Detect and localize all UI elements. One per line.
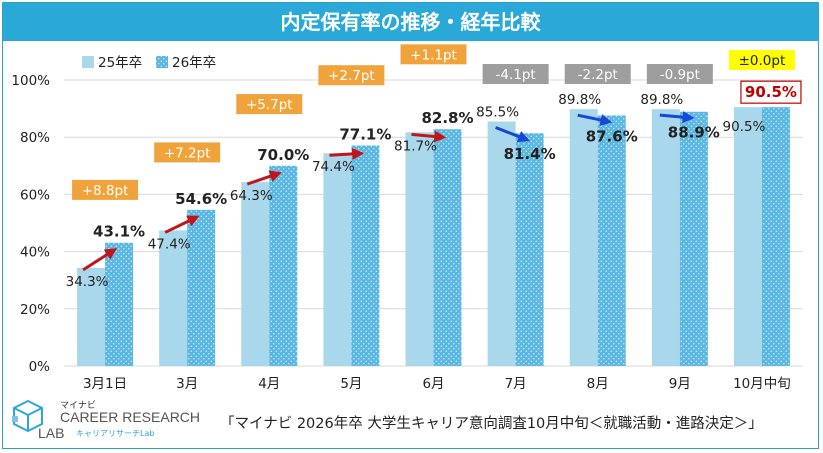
value-label-25: 90.5%: [722, 119, 765, 135]
x-tick-label: 3月1日: [83, 376, 127, 392]
bar-25: [487, 121, 516, 366]
x-tick-label: 4月: [258, 376, 280, 392]
difference-badge: [236, 94, 303, 115]
logo-main-text: CAREER RESEARCH: [60, 409, 200, 425]
difference-label: +8.8pt: [82, 183, 129, 199]
logo-top-text: マイナビ: [60, 400, 96, 410]
up-arrow-icon: [82, 248, 118, 272]
value-label-26: 43.1%: [93, 223, 145, 241]
difference-badge: [564, 64, 631, 84]
bar-26: [679, 111, 708, 366]
y-tick-label: 0%: [29, 359, 51, 375]
cube-logo-icon: [12, 399, 43, 433]
up-arrow-icon: [329, 147, 365, 160]
value-label-26: 90.5%: [745, 83, 797, 101]
down-arrow-icon: [577, 113, 613, 126]
bar-25: [159, 230, 188, 366]
value-label-25: 34.3%: [66, 274, 109, 290]
y-tick-label: 100%: [11, 73, 50, 89]
value-label-26: 70.0%: [257, 146, 309, 164]
x-tick-label: 8月: [587, 376, 609, 392]
x-tick-label: 6月: [422, 376, 444, 392]
value-label-25: 89.8%: [640, 92, 683, 108]
difference-label: ±0.0pt: [739, 53, 786, 69]
difference-label: -0.9pt: [660, 67, 700, 83]
career-research-lab-logo: マイナビ CAREER RESEARCH LAB キャリアリサーチLab: [12, 399, 200, 441]
difference-badge: [318, 65, 385, 86]
y-tick-label: 80%: [20, 130, 50, 146]
logo-lab-text: LAB: [38, 425, 64, 441]
bar-26: [597, 115, 626, 367]
value-label-26: 87.6%: [586, 127, 638, 145]
bar-25: [733, 107, 762, 367]
value-label-26: 82.8%: [421, 109, 473, 127]
bar-26: [351, 145, 380, 366]
value-label-26: 77.1%: [339, 125, 391, 143]
highlight-box: [740, 80, 802, 104]
bar-25: [77, 267, 106, 366]
x-tick-label: 7月: [505, 376, 527, 392]
x-tick-label: 5月: [340, 376, 362, 392]
bar-25: [241, 182, 270, 366]
up-arrow-icon: [164, 215, 200, 234]
bar-26: [187, 209, 216, 366]
bar-25: [405, 132, 434, 366]
y-tick-label: 40%: [20, 245, 50, 261]
x-tick-label: 9月: [669, 376, 691, 392]
difference-badge: [728, 50, 795, 70]
bar-25: [569, 109, 598, 366]
bar-26: [515, 133, 544, 366]
bar-26: [433, 129, 462, 366]
value-label-25: 74.4%: [312, 159, 355, 175]
y-tick-label: 20%: [20, 302, 50, 318]
value-label-25: 47.4%: [148, 236, 191, 252]
legend-label-26: 26年卒: [172, 55, 216, 71]
bar-25: [323, 153, 352, 366]
bar-26: [105, 242, 134, 366]
bar-25: [651, 109, 680, 366]
difference-label: +5.7pt: [246, 97, 293, 113]
down-arrow-icon: [495, 126, 531, 143]
difference-badge: [482, 64, 549, 84]
value-label-26: 81.4%: [504, 145, 556, 163]
difference-label: -4.1pt: [496, 67, 536, 83]
value-label-25: 81.7%: [394, 138, 437, 154]
legend-swatch-25: [82, 56, 94, 68]
bar-26: [269, 165, 298, 366]
logo-sub-text: キャリアリサーチLab: [76, 429, 154, 438]
value-label-26: 54.6%: [175, 190, 227, 208]
difference-badge: [646, 64, 713, 84]
value-label-25: 64.3%: [230, 188, 273, 204]
up-arrow-icon: [246, 170, 282, 186]
legend-swatch-26: [156, 56, 168, 68]
source-note: 「マイナビ 2026年卒 大学生キャリア意向調査10月中旬＜就職活動・進路決定＞…: [220, 416, 763, 432]
legend-label-25: 25年卒: [98, 55, 142, 71]
difference-label: -2.2pt: [578, 67, 618, 83]
value-label-25: 89.8%: [558, 92, 601, 108]
value-label-25: 85.5%: [476, 104, 519, 120]
x-tick-label: 10月中旬: [733, 376, 791, 392]
bar-26: [761, 107, 790, 367]
difference-badge: [72, 179, 139, 200]
difference-label: +7.2pt: [164, 145, 211, 161]
up-arrow-icon: [411, 130, 447, 143]
down-arrow-icon: [659, 111, 695, 124]
difference-label: +1.1pt: [410, 47, 457, 63]
y-tick-label: 60%: [20, 187, 50, 203]
difference-badge: [400, 44, 467, 65]
difference-label: +2.7pt: [328, 68, 375, 84]
value-label-26: 88.9%: [668, 124, 720, 142]
chart-title: 内定保有率の推移・経年比較: [3, 3, 818, 41]
difference-badge: [154, 142, 221, 163]
x-tick-label: 3月: [176, 376, 198, 392]
